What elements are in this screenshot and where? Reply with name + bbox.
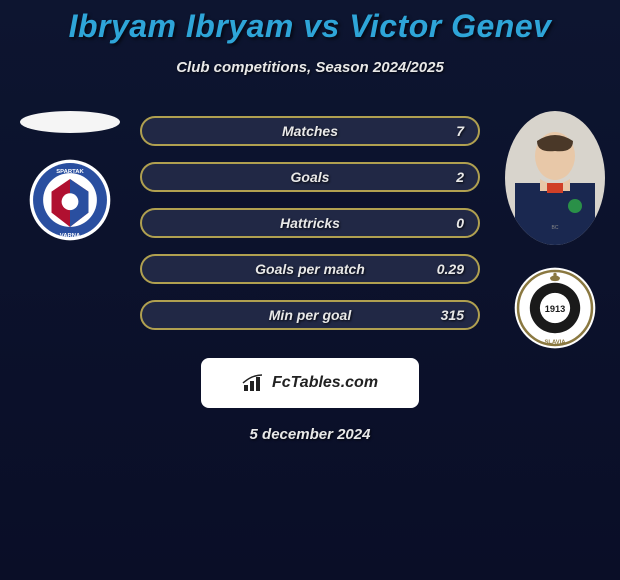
brand-text: FcTables.com [272, 374, 378, 392]
stat-value-right: 7 [456, 123, 464, 139]
player-photo-left [20, 111, 120, 133]
brand-badge: FcTables.com [201, 358, 419, 408]
stat-value-right: 2 [456, 169, 464, 185]
club-badge-left: SPARTAK VARNA [10, 158, 130, 242]
comparison-content: SPARTAK VARNA BC [0, 111, 620, 330]
stat-bar-goals-per-match: Goals per match 0.29 [140, 254, 480, 284]
club-left-text-bottom: VARNA [60, 233, 81, 239]
subtitle: Club competitions, Season 2024/2025 [0, 59, 620, 76]
stat-label: Goals per match [255, 261, 365, 277]
club-left-text-top: SPARTAK [56, 169, 84, 175]
stat-value-right: 315 [441, 307, 464, 323]
left-column: SPARTAK VARNA [10, 111, 130, 242]
stat-label: Min per goal [269, 307, 351, 323]
page-title: Ibryam Ibryam vs Victor Genev [0, 0, 620, 45]
stat-label: Matches [282, 123, 338, 139]
club-crest-right: 1913 SLAVIA [513, 266, 597, 350]
club-crest-left: SPARTAK VARNA [28, 158, 112, 242]
stat-bar-min-per-goal: Min per goal 315 [140, 300, 480, 330]
stat-value-right: 0.29 [437, 261, 464, 277]
right-column: BC 1913 SLAVIA [500, 111, 610, 350]
stat-bars: Matches 7 Goals 2 Hattricks 0 Goals per … [140, 111, 480, 330]
stat-value-right: 0 [456, 215, 464, 231]
player-photo-right: BC [505, 111, 605, 246]
club-right-text-bottom: SLAVIA [544, 339, 566, 345]
club-badge-right: 1913 SLAVIA [500, 266, 610, 350]
club-right-year: 1913 [545, 304, 566, 314]
date-text: 5 december 2024 [0, 426, 620, 443]
player-right-sponsor: BC [552, 225, 559, 231]
stat-label: Goals [291, 169, 330, 185]
stat-bar-goals: Goals 2 [140, 162, 480, 192]
brand-chart-icon [242, 373, 266, 393]
stat-bar-hattricks: Hattricks 0 [140, 208, 480, 238]
stat-bar-matches: Matches 7 [140, 116, 480, 146]
stat-label: Hattricks [280, 215, 340, 231]
